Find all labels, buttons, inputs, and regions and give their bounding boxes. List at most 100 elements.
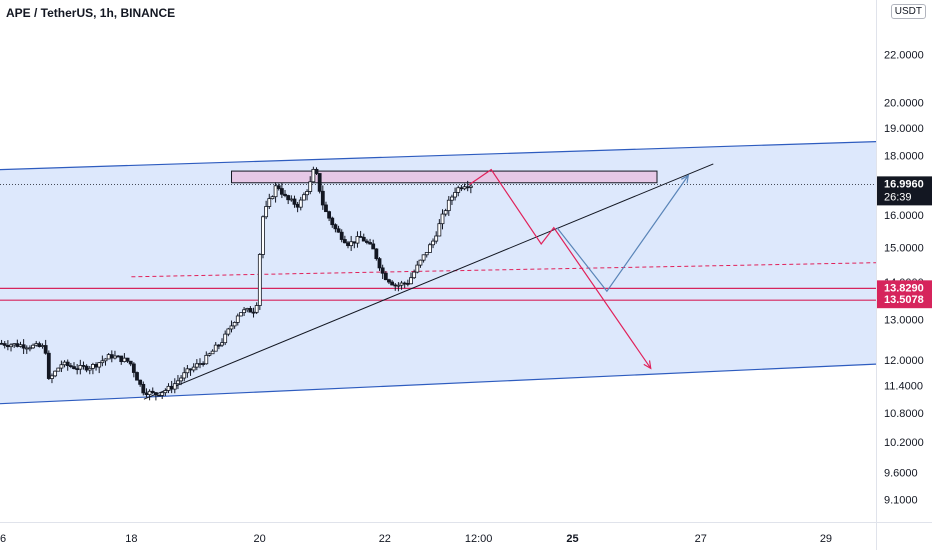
x-tick-label: 12:00 (465, 533, 493, 545)
candle-body (424, 252, 429, 256)
x-tick-label: 16 (0, 533, 6, 545)
candle-body (160, 392, 165, 396)
candle-body (53, 370, 58, 377)
candle-body (342, 239, 347, 244)
candle-body (87, 367, 92, 371)
price-scale-panel[interactable] (876, 0, 932, 550)
candle-body (289, 198, 294, 201)
chart-title: APE / TetherUS, 1h, BINANCE (6, 6, 176, 20)
candle-body (232, 322, 237, 327)
x-tick-label: 20 (254, 533, 266, 545)
candle-body (405, 282, 410, 285)
candle-body (198, 363, 202, 365)
candle-body (314, 168, 319, 174)
candle-body (402, 282, 407, 285)
candle-body (270, 196, 275, 200)
y-tick-label: 9.1000 (884, 494, 918, 506)
candle-body (207, 353, 212, 356)
candle-body (415, 264, 420, 273)
candle-body (21, 344, 26, 349)
candle-body (150, 390, 155, 393)
channel-midline[interactable] (131, 262, 877, 278)
candle-body (194, 363, 199, 368)
candle-body (81, 365, 86, 367)
y-tick-label: 10.2000 (884, 437, 924, 449)
y-tick-label: 13.0000 (884, 315, 924, 327)
y-tick-label: 9.6000 (884, 467, 918, 479)
level-price-badge[interactable] (877, 292, 932, 309)
last-price-badge[interactable] (877, 176, 932, 206)
candle-body (100, 360, 105, 364)
y-tick-label: 18.0000 (884, 150, 924, 162)
candle-body (128, 360, 133, 365)
channel-upper-line[interactable] (0, 141, 877, 171)
candle-body (135, 372, 139, 381)
candle-body (409, 277, 413, 285)
candle-body (122, 357, 127, 363)
candle-body (182, 372, 187, 379)
candle-body (333, 224, 338, 230)
candle-body (28, 347, 32, 350)
candle-body (147, 390, 152, 396)
y-tick-label: 12.0000 (884, 355, 924, 367)
candle-body (421, 254, 426, 261)
candle-body (468, 185, 473, 188)
projection-red-arrowhead (643, 360, 652, 370)
candle-body (31, 344, 35, 349)
x-tick-label: 27 (695, 533, 707, 545)
candle-body (119, 355, 124, 363)
candle-body (84, 365, 89, 371)
candle-body (242, 309, 246, 314)
candle-body (298, 199, 303, 208)
candle-body (295, 203, 300, 208)
candle-body (427, 244, 432, 253)
candle-body (125, 357, 130, 362)
candle-body (0, 342, 4, 345)
candle-body (361, 236, 366, 242)
candle-body (336, 228, 341, 233)
candle-body (9, 344, 13, 348)
candle-body (305, 191, 309, 196)
candle-body (62, 361, 67, 366)
y-tick-label: 15.0000 (884, 242, 924, 254)
candle-body (371, 243, 376, 250)
x-tick-label: 25 (566, 533, 578, 545)
candle-body (346, 242, 350, 247)
candle-body (352, 241, 357, 244)
candle-body (24, 347, 29, 350)
candle-body (251, 311, 256, 314)
candle-body (330, 217, 335, 226)
candle-body (377, 258, 382, 269)
candle-body (163, 390, 168, 394)
candle-body (37, 343, 42, 347)
candle-body (383, 272, 388, 281)
candle-body (50, 375, 54, 379)
candle-body (94, 364, 98, 368)
projection-red-path[interactable] (468, 168, 652, 369)
candle-body (185, 368, 190, 374)
candle-body (440, 213, 445, 225)
projection-blue-path[interactable] (556, 175, 689, 293)
trendline[interactable] (143, 163, 714, 400)
candle-body (191, 366, 196, 371)
candle-body (59, 364, 64, 369)
candle-body (374, 248, 379, 260)
candle-body (169, 385, 174, 390)
resistance-box[interactable] (231, 170, 658, 184)
candle-body (116, 355, 121, 358)
candle-body (220, 342, 224, 346)
channel-fill (0, 141, 876, 404)
candle-body (446, 199, 451, 212)
candle-body (437, 223, 442, 237)
candle-body (166, 385, 171, 391)
candle-body (443, 210, 448, 215)
y-tick-label: 20.0000 (884, 97, 924, 109)
candle-body (103, 358, 108, 362)
candle-body (40, 345, 45, 347)
candle-body (257, 254, 262, 306)
candle-body (229, 325, 234, 330)
candle-body (46, 352, 51, 379)
currency-badge[interactable]: USDT (890, 4, 926, 19)
